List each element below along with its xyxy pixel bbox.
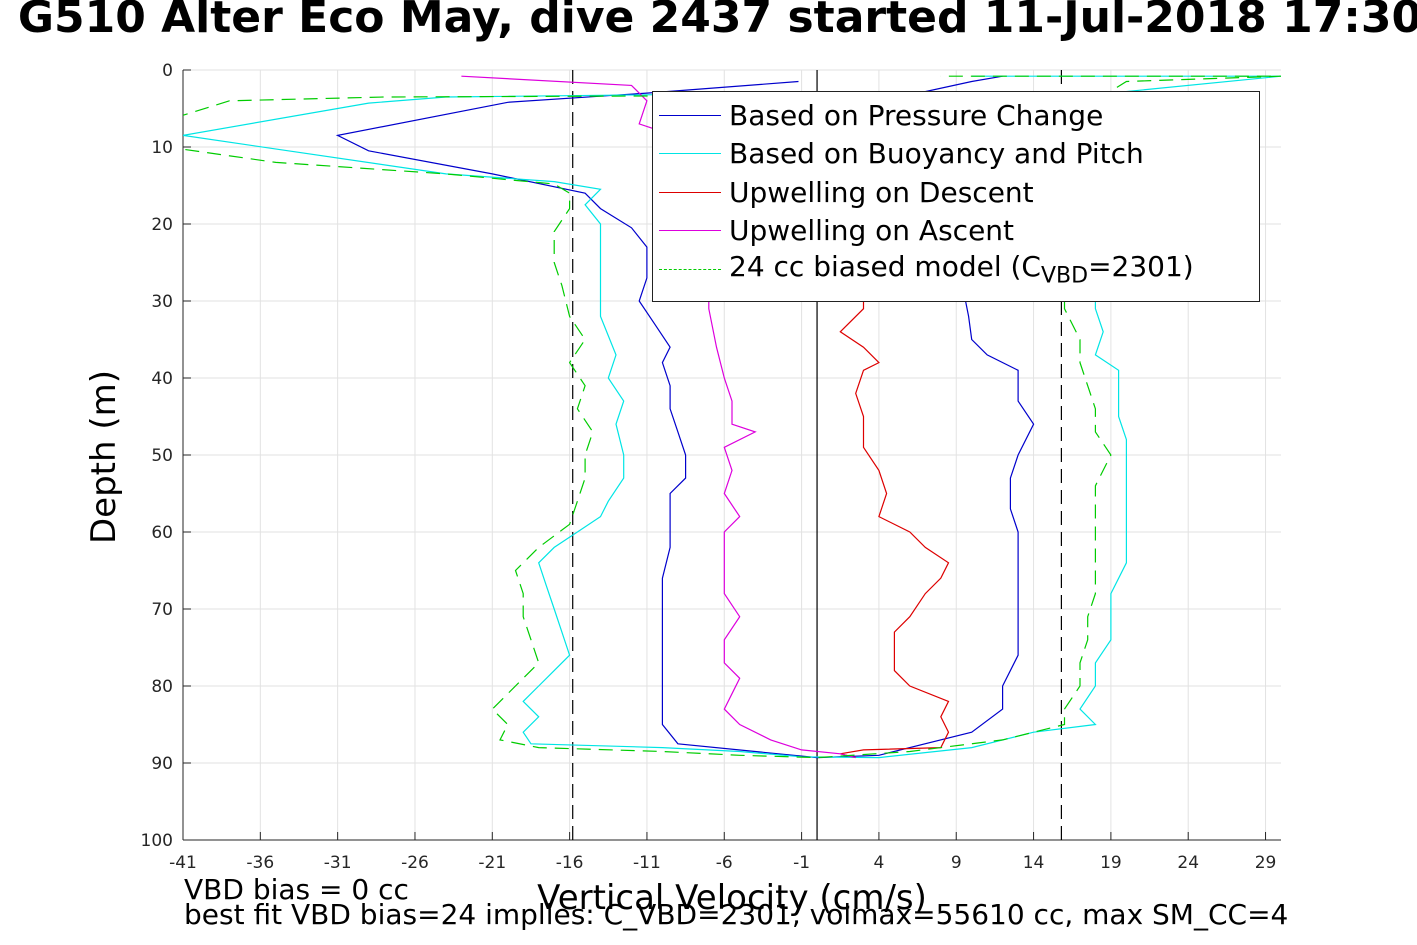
legend-swatch-pressure [659,114,721,116]
x-tick-label: -6 [716,853,733,873]
y-tick-label: 70 [151,600,173,620]
footer-vbd-bias: VBD bias = 0 cc [184,873,409,906]
y-tick-label: 0 [162,61,173,81]
y-tick-label: 90 [151,754,173,774]
legend-swatch-model [659,268,721,270]
y-tick-label: 100 [141,831,173,851]
series-line-1 [183,75,1281,759]
x-tick-label: -36 [246,853,274,873]
series-line-2 [839,146,950,759]
legend: Based on Pressure Change Based on Buoyan… [652,91,1260,302]
x-tick-label: -41 [169,853,197,873]
x-axis-label: Vertical Velocity (cm/s) [537,878,927,918]
legend-label-model: 24 cc biased model (CVBD=2301) [729,249,1194,289]
legend-item: Upwelling on Ascent [659,212,1259,251]
x-tick-label: 9 [951,853,962,873]
legend-swatch-ascent [659,230,721,232]
legend-item: Upwelling on Descent [659,173,1259,212]
x-tick-label: -16 [556,853,584,873]
x-tick-label: -21 [478,853,506,873]
series-line-4 [183,75,1281,759]
y-tick-label: 30 [151,292,173,312]
legend-item: Based on Buoyancy and Pitch [659,135,1259,174]
y-axis-label: Depth (m) [84,369,124,545]
legend-swatch-buoyancy [659,153,721,155]
y-tick-label: 50 [151,446,173,466]
series-line-0 [335,75,1035,759]
y-tick-label: 40 [151,369,173,389]
legend-label: Upwelling on Descent [729,175,1034,209]
legend-item: 24 cc biased model (CVBD=2301) [659,250,1259,289]
y-tick-label: 60 [151,523,173,543]
chart-title: G510 Alter Eco May, dive 2437 started 11… [17,0,1417,43]
footer-best-fit: best fit VBD bias=24 implies: C_VBD=2301… [184,898,1289,931]
legend-item: Based on Pressure Change [659,96,1259,135]
x-tick-label: 19 [1100,853,1122,873]
y-tick-label: 20 [151,215,173,235]
legend-label: Based on Buoyancy and Pitch [729,137,1144,171]
x-tick-label: 24 [1177,853,1199,873]
legend-label: Based on Pressure Change [729,98,1104,132]
x-tick-label: 29 [1255,853,1277,873]
legend-swatch-descent [659,191,721,193]
x-tick-label: -1 [793,853,810,873]
x-tick-label: -11 [633,853,661,873]
y-tick-label: 10 [151,138,173,158]
legend-label: Upwelling on Ascent [729,214,1015,248]
x-tick-label: 4 [874,853,885,873]
x-tick-label: -26 [401,853,429,873]
y-tick-label: 80 [151,677,173,697]
x-tick-label: 14 [1023,853,1045,873]
x-tick-label: -31 [324,853,352,873]
